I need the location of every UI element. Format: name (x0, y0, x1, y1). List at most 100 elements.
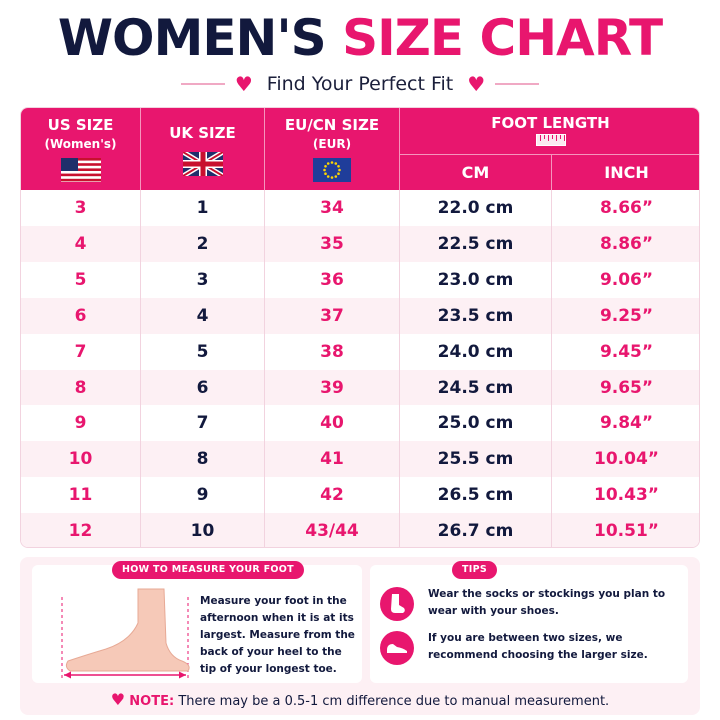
measure-text: Measure your foot in the afternoon when … (200, 595, 355, 675)
uk-flag-icon (182, 152, 223, 176)
table-row: 9 7 40 25.0 cm 9.84” (21, 405, 699, 442)
cell-inch: 8.86” (599, 233, 654, 254)
cell-us: 8 (21, 369, 141, 406)
header-inch: INCH (552, 154, 699, 190)
divider-line (180, 83, 225, 85)
cell-cm: 22.0 cm (400, 190, 552, 226)
measure-title: HOW TO MEASURE YOUR FOOT (112, 561, 304, 579)
cell-eu: 39 (265, 369, 400, 406)
tip-item: If you are between two sizes, we recomme… (380, 631, 688, 665)
eu-flag-icon (313, 158, 351, 182)
cell-uk: 7 (141, 405, 265, 442)
table-row: 4 2 35 22.5 cm 8.86” (21, 225, 699, 262)
header-foot-length: FOOT LENGTH (400, 108, 699, 190)
cell-us: 7 (21, 333, 141, 370)
cell-inch: 8.66” (599, 198, 654, 218)
table-row: 3 1 34 22.0 cm 8.66” (21, 190, 699, 226)
cell-cm: 25.5 cm (400, 441, 552, 478)
divider-line (495, 83, 540, 85)
cell-inch: 9.84” (599, 413, 654, 434)
cell-uk: 8 (141, 441, 265, 478)
tips-panel: TIPS Wear the socks or stockings you pla… (370, 561, 688, 683)
header-eu-sub: (EUR) (312, 137, 352, 151)
cell-eu: 41 (265, 441, 400, 478)
foot-measure-illustration (61, 588, 190, 681)
cell-cm: 23.0 cm (400, 261, 552, 298)
cell-uk: 3 (141, 261, 265, 298)
note-bar: ♥ NOTE: There may be a 0.5-1 cm differen… (20, 690, 700, 710)
cell-cm: 24.0 cm (400, 333, 552, 370)
cell-us: 4 (21, 225, 141, 262)
cell-uk: 4 (141, 297, 265, 334)
cell-inch: 9.65” (599, 377, 654, 398)
table-row: 7 5 38 24.0 cm 9.45” (21, 333, 699, 370)
cell-eu: 35 (265, 225, 400, 262)
cell-uk: 2 (141, 225, 265, 262)
heart-icon: ♥ (110, 690, 126, 709)
header-uk-size: UK SIZE (141, 108, 265, 190)
cell-inch: 10.43” (594, 485, 659, 506)
table-row: 8 6 39 24.5 cm 9.65” (21, 369, 699, 406)
subtitle: Find Your Perfect Fit (266, 73, 454, 95)
cell-cm: 24.5 cm (400, 369, 552, 406)
cell-uk: 5 (141, 333, 265, 370)
cell-cm: 25.0 cm (400, 405, 552, 442)
cell-uk: 9 (141, 477, 265, 514)
cell-cm: 22.5 cm (400, 225, 552, 262)
ruler-icon (535, 134, 566, 146)
tip-text: Wear the socks or stockings you plan to … (428, 588, 666, 617)
info-section: HOW TO MEASURE YOUR FOOT Measure your fo… (20, 557, 700, 715)
title-dark: WOMEN'S (57, 9, 327, 67)
cell-eu: 36 (265, 261, 400, 298)
cell-inch: 9.25” (599, 305, 654, 326)
cell-us: 12 (21, 513, 141, 547)
cell-eu: 38 (265, 333, 400, 370)
table-header: US SIZE (Women's) UK SIZE (21, 108, 699, 190)
note-label: NOTE: (129, 694, 175, 709)
header-uk-label: UK SIZE (169, 124, 236, 142)
tips-title: TIPS (452, 561, 498, 579)
header-eu-size: EU/CN SIZE (EUR) (265, 108, 400, 190)
cell-uk: 6 (141, 369, 265, 406)
cell-inch: 10.51” (594, 521, 659, 542)
header-us-label: US SIZE (47, 116, 114, 134)
tip-item: Wear the socks or stockings you plan to … (380, 587, 688, 621)
heart-icon: ♥ (234, 72, 253, 96)
size-table: US SIZE (Women's) UK SIZE (20, 107, 700, 548)
note-text: There may be a 0.5-1 cm difference due t… (178, 694, 610, 709)
cell-inch: 10.04” (594, 449, 659, 470)
cell-cm: 26.5 cm (400, 477, 552, 514)
table-row: 5 3 36 23.0 cm 9.06” (21, 261, 699, 298)
cell-eu: 37 (265, 297, 400, 334)
subtitle-row: ♥ Find Your Perfect Fit ♥ (0, 70, 720, 98)
cell-uk: 1 (141, 190, 265, 226)
cell-inch: 9.45” (599, 341, 654, 362)
shoe-icon (380, 631, 414, 665)
cell-uk: 10 (141, 513, 265, 547)
cell-cm: 26.7 cm (400, 513, 552, 547)
header-cm: CM (400, 154, 552, 190)
title-pink: SIZE CHART (342, 9, 663, 67)
header-us-sub: (Women's) (44, 137, 117, 151)
header-us-size: US SIZE (Women's) (21, 108, 141, 190)
cell-us: 10 (21, 441, 141, 478)
cell-us: 9 (21, 405, 141, 442)
tip-text: If you are between two sizes, we recomme… (428, 632, 648, 661)
cell-us: 5 (21, 261, 141, 298)
header-eu-label: EU/CN SIZE (284, 116, 380, 134)
cell-eu: 34 (265, 190, 400, 226)
table-row: 12 10 43/44 26.7 cm 10.51” (21, 513, 699, 547)
us-flag-icon (60, 158, 101, 182)
table-row: 6 4 37 23.5 cm 9.25” (21, 297, 699, 334)
table-row: 11 9 42 26.5 cm 10.43” (21, 477, 699, 514)
cell-us: 6 (21, 297, 141, 334)
cell-inch: 9.06” (599, 269, 654, 290)
socks-icon (380, 587, 414, 621)
heart-icon: ♥ (467, 72, 486, 96)
measure-panel: HOW TO MEASURE YOUR FOOT Measure your fo… (32, 561, 362, 683)
cell-us: 3 (21, 190, 141, 226)
cell-us: 11 (21, 477, 141, 514)
cell-cm: 23.5 cm (400, 297, 552, 334)
page-title: WOMEN'S SIZE CHART (0, 8, 720, 68)
cell-eu: 43/44 (265, 513, 400, 547)
